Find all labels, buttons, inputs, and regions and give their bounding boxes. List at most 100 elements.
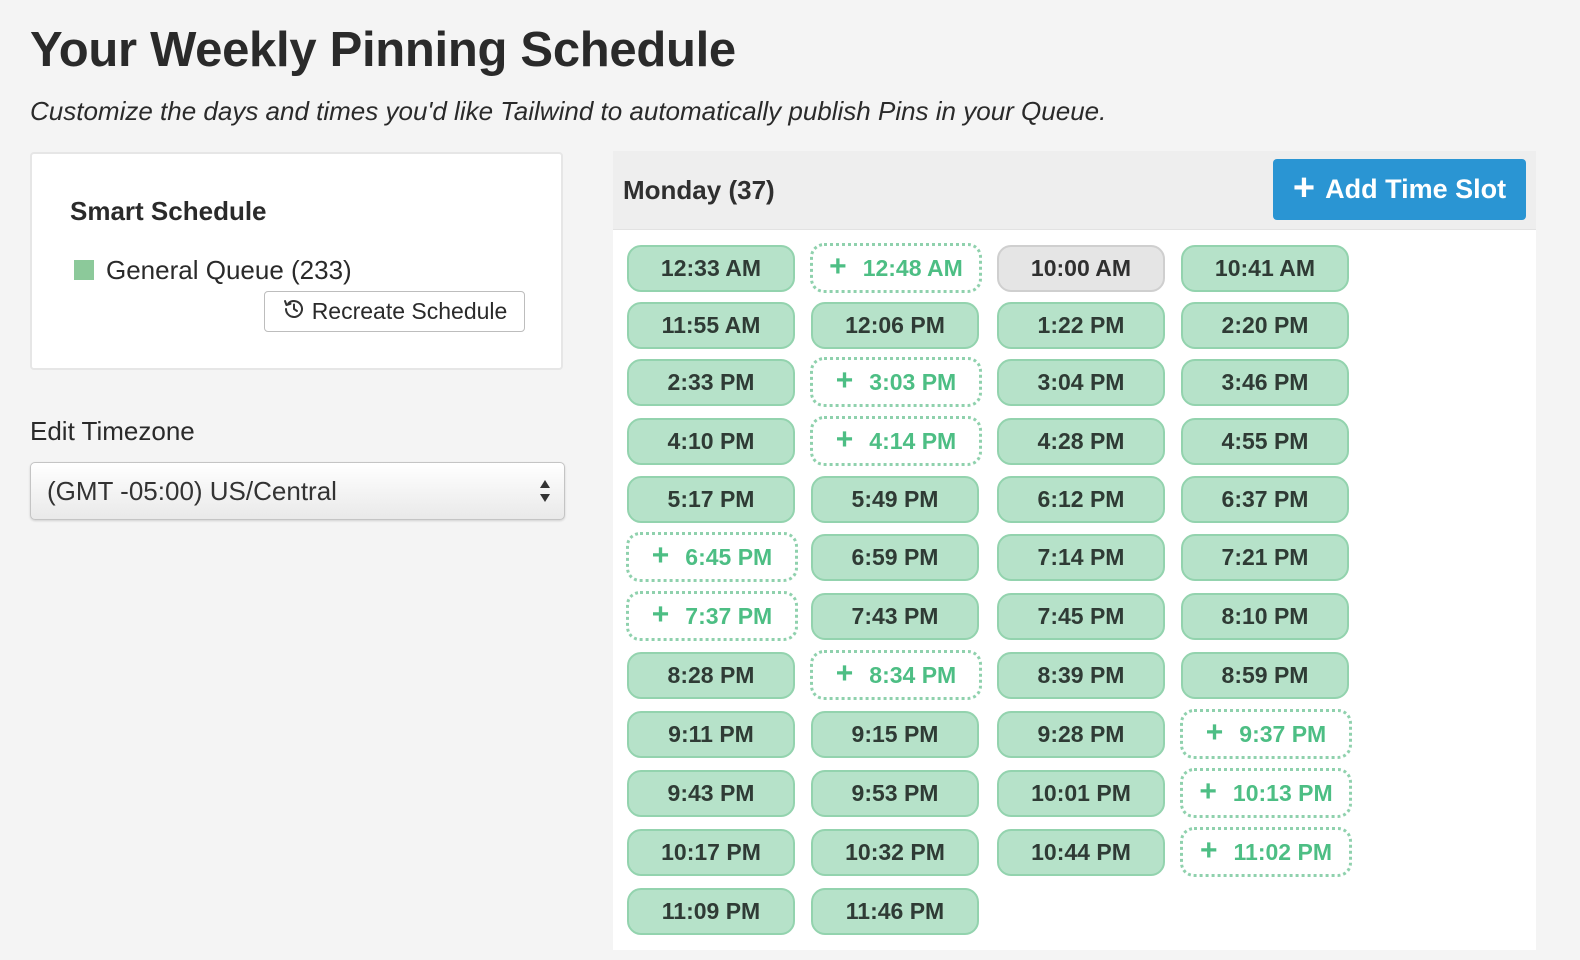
add-time-slot-label: Add Time Slot [1325, 174, 1507, 204]
empty-time-slot[interactable]: +12:48 AM [810, 243, 982, 293]
time-slot[interactable]: 6:37 PM [1181, 476, 1349, 523]
time-slot[interactable]: 11:46 PM [811, 888, 979, 935]
time-slot-label: 10:44 PM [1031, 839, 1131, 865]
time-slot[interactable]: 8:59 PM [1181, 652, 1349, 699]
empty-time-slot[interactable]: +4:14 PM [810, 416, 982, 466]
time-slot[interactable]: 5:49 PM [811, 476, 979, 523]
time-slot[interactable]: 1:22 PM [997, 302, 1165, 349]
time-slot-label: 10:01 PM [1031, 780, 1131, 806]
time-slot[interactable]: 11:55 AM [627, 302, 795, 349]
plus-icon: + [835, 656, 854, 690]
time-slot-label: 11:09 PM [661, 898, 761, 924]
time-slot[interactable]: 8:10 PM [1181, 593, 1349, 640]
time-slot-label: 3:03 PM [869, 368, 957, 395]
time-slot[interactable]: 10:44 PM [997, 829, 1165, 876]
smart-schedule-card: Smart Schedule General Queue (233) Recre… [30, 152, 563, 370]
time-slot-label: 6:59 PM [851, 544, 939, 570]
time-slot-label: 10:41 AM [1214, 255, 1316, 281]
timezone-select[interactable]: (GMT -05:00) US/Central [30, 462, 565, 520]
time-slot[interactable]: 3:46 PM [1181, 359, 1349, 406]
time-slot-label: 9:37 PM [1239, 720, 1327, 747]
time-slot-label: 6:45 PM [685, 543, 773, 570]
time-slot[interactable]: 9:43 PM [627, 770, 795, 817]
time-slot[interactable]: 12:33 AM [627, 245, 795, 292]
time-slot[interactable]: 7:21 PM [1181, 534, 1349, 581]
time-slot[interactable]: 5:17 PM [627, 476, 795, 523]
time-slot-label: 6:37 PM [1221, 486, 1309, 512]
time-slot[interactable]: 7:45 PM [997, 593, 1165, 640]
timezone-label: Edit Timezone [30, 416, 195, 446]
time-slot[interactable]: 12:06 PM [811, 302, 979, 349]
time-slot-label: 7:43 PM [851, 603, 939, 629]
time-slot[interactable]: 11:09 PM [627, 888, 795, 935]
time-slot[interactable]: 10:01 PM [997, 770, 1165, 817]
time-slot-label: 4:55 PM [1221, 428, 1309, 454]
time-slot[interactable]: 9:53 PM [811, 770, 979, 817]
time-slot-label: 10:13 PM [1232, 779, 1333, 806]
time-slot[interactable]: 6:12 PM [997, 476, 1165, 523]
time-slot[interactable]: 7:14 PM [997, 534, 1165, 581]
time-slot-label: 12:33 AM [660, 255, 762, 281]
time-slot[interactable]: 10:00 AM [997, 245, 1165, 292]
empty-time-slot[interactable]: +11:02 PM [1180, 827, 1352, 877]
empty-time-slot[interactable]: +9:37 PM [1180, 709, 1352, 759]
page-title: Your Weekly Pinning Schedule [30, 23, 736, 77]
time-slot[interactable]: 2:20 PM [1181, 302, 1349, 349]
time-slot-label: 10:32 PM [845, 839, 945, 865]
plus-icon: + [1205, 715, 1224, 749]
time-slot[interactable]: 8:28 PM [627, 652, 795, 699]
plus-icon: + [651, 597, 670, 631]
time-slot-label: 10:17 PM [661, 839, 761, 865]
empty-time-slot[interactable]: +6:45 PM [626, 532, 798, 582]
time-slot-label: 8:28 PM [667, 662, 755, 688]
plus-icon: + [1292, 166, 1316, 209]
add-time-slot-button[interactable]: + Add Time Slot [1273, 159, 1526, 220]
time-slot[interactable]: 4:10 PM [627, 418, 795, 465]
select-arrows-icon [540, 480, 550, 502]
time-slot-label: 4:10 PM [667, 428, 755, 454]
time-slot-label: 3:46 PM [1221, 369, 1309, 395]
time-slot[interactable]: 9:11 PM [627, 711, 795, 758]
general-queue-label: General Queue (233) [106, 255, 352, 285]
time-slot-label: 7:45 PM [1037, 603, 1125, 629]
time-slot-label: 8:39 PM [1037, 662, 1125, 688]
time-slot[interactable]: 6:59 PM [811, 534, 979, 581]
plus-icon: + [835, 363, 854, 397]
time-slot-label: 8:59 PM [1221, 662, 1309, 688]
smart-schedule-title: Smart Schedule [70, 196, 267, 226]
plus-icon: + [651, 538, 670, 572]
plus-icon: + [835, 422, 854, 456]
empty-time-slot[interactable]: +8:34 PM [810, 650, 982, 700]
time-slot-label: 4:14 PM [869, 427, 957, 454]
time-slot-label: 1:22 PM [1037, 312, 1125, 338]
time-slot-label: 11:02 PM [1233, 838, 1332, 865]
recreate-schedule-button[interactable]: Recreate Schedule [264, 291, 525, 332]
empty-time-slot[interactable]: +10:13 PM [1180, 768, 1352, 818]
time-slot[interactable]: 9:28 PM [997, 711, 1165, 758]
time-slot-label: 8:34 PM [869, 661, 957, 688]
queue-color-swatch [74, 260, 94, 280]
time-slot[interactable]: 8:39 PM [997, 652, 1165, 699]
time-slot[interactable]: 4:28 PM [997, 418, 1165, 465]
time-slot-label: 2:20 PM [1221, 312, 1309, 338]
time-slot-label: 7:21 PM [1221, 544, 1309, 570]
time-slot-label: 9:11 PM [668, 721, 754, 747]
time-slot[interactable]: 10:41 AM [1181, 245, 1349, 292]
empty-time-slot[interactable]: +7:37 PM [626, 591, 798, 641]
time-slot-label: 3:04 PM [1037, 369, 1125, 395]
empty-time-slot[interactable]: +3:03 PM [810, 357, 982, 407]
time-slot[interactable]: 4:55 PM [1181, 418, 1349, 465]
time-slot-label: 11:46 PM [845, 898, 945, 924]
time-slot[interactable]: 7:43 PM [811, 593, 979, 640]
time-slot[interactable]: 10:32 PM [811, 829, 979, 876]
recreate-schedule-label: Recreate Schedule [311, 298, 508, 324]
time-slot[interactable]: 2:33 PM [627, 359, 795, 406]
time-slot[interactable]: 9:15 PM [811, 711, 979, 758]
time-slot[interactable]: 10:17 PM [627, 829, 795, 876]
page-subtitle: Customize the days and times you'd like … [30, 96, 1107, 126]
day-title: Monday (37) [623, 175, 775, 205]
time-slot-label: 11:55 AM [661, 312, 761, 338]
time-slot[interactable]: 3:04 PM [997, 359, 1165, 406]
time-slot-label: 5:49 PM [851, 486, 939, 512]
plus-icon: + [829, 249, 847, 283]
